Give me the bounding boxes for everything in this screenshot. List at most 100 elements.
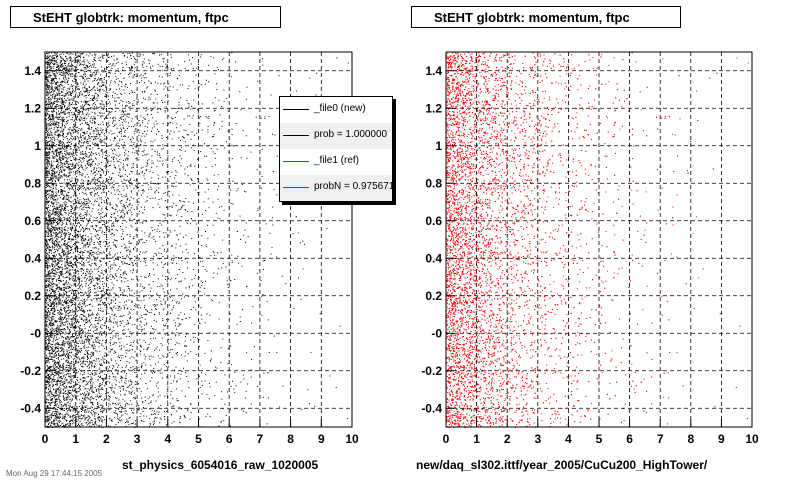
scatter-point — [140, 300, 142, 302]
scatter-point — [63, 237, 65, 239]
scatter-point — [93, 279, 95, 281]
scatter-point — [77, 159, 79, 161]
scatter-point — [112, 91, 114, 93]
scatter-point — [131, 136, 133, 138]
scatter-point — [107, 181, 109, 183]
scatter-point — [117, 62, 119, 64]
scatter-point — [128, 403, 130, 405]
scatter-point — [54, 335, 56, 337]
scatter-point — [77, 379, 78, 381]
scatter-point — [81, 307, 83, 309]
scatter-point — [96, 408, 98, 410]
scatter-point — [58, 219, 60, 221]
scatter-point — [56, 206, 58, 208]
scatter-point — [59, 368, 61, 370]
scatter-point — [64, 404, 66, 406]
scatter-point — [79, 285, 81, 287]
scatter-point — [71, 266, 73, 268]
scatter-point — [161, 148, 163, 150]
scatter-point — [125, 106, 127, 108]
scatter-point — [130, 72, 132, 74]
scatter-point — [120, 378, 122, 379]
scatter-point — [118, 145, 120, 147]
scatter-point — [129, 253, 131, 255]
scatter-point — [100, 299, 102, 301]
scatter-point — [55, 191, 57, 193]
scatter-point — [97, 417, 99, 419]
scatter-point — [108, 351, 110, 353]
scatter-point — [73, 277, 75, 279]
scatter-point — [55, 213, 57, 215]
scatter-point — [60, 56, 62, 58]
scatter-point — [85, 227, 87, 229]
scatter-point — [129, 234, 131, 236]
scatter-point — [201, 235, 203, 237]
scatter-point — [54, 124, 56, 125]
scatter-point — [50, 106, 52, 108]
scatter-point — [148, 120, 150, 122]
scatter-point — [78, 254, 80, 256]
scatter-point — [69, 287, 70, 289]
scatter-point — [115, 404, 117, 406]
scatter-point — [56, 166, 58, 168]
scatter-point — [77, 164, 79, 166]
scatter-point — [193, 306, 195, 308]
scatter-point — [117, 371, 119, 373]
scatter-point — [97, 282, 99, 284]
scatter-point — [46, 241, 48, 243]
scatter-point — [97, 230, 99, 232]
scatter-point — [91, 162, 93, 164]
scatter-point — [230, 202, 232, 204]
scatter-point — [89, 75, 91, 77]
scatter-point — [76, 101, 78, 103]
scatter-point — [59, 365, 61, 367]
scatter-point — [71, 311, 73, 313]
scatter-point — [229, 166, 231, 168]
scatter-point — [66, 264, 68, 266]
scatter-point — [61, 293, 63, 295]
scatter-point — [51, 212, 53, 214]
scatter-point — [99, 342, 101, 344]
scatter-point — [117, 325, 119, 327]
scatter-point — [146, 162, 148, 164]
scatter-point — [125, 193, 127, 195]
scatter-point — [46, 297, 48, 299]
scatter-point — [179, 324, 180, 326]
scatter-point — [60, 376, 62, 378]
scatter-point — [60, 110, 62, 112]
scatter-point — [75, 238, 77, 240]
scatter-point — [140, 351, 142, 352]
scatter-point — [77, 395, 79, 397]
scatter-point — [77, 97, 79, 98]
scatter-point — [64, 200, 66, 202]
scatter-point — [53, 222, 55, 223]
scatter-point — [64, 310, 66, 312]
scatter-point — [65, 175, 67, 177]
scatter-point — [99, 173, 101, 175]
scatter-point — [115, 100, 117, 102]
scatter-point — [51, 103, 53, 105]
scatter-point — [50, 186, 52, 188]
scatter-point — [47, 347, 49, 349]
scatter-point — [52, 301, 54, 303]
scatter-point — [58, 380, 59, 382]
scatter-point — [149, 380, 151, 382]
scatter-point — [131, 383, 132, 385]
scatter-point — [157, 128, 158, 130]
scatter-point — [61, 163, 63, 165]
scatter-point — [83, 386, 85, 388]
scatter-point — [174, 344, 176, 346]
scatter-point — [52, 237, 54, 239]
scatter-point — [128, 392, 130, 394]
scatter-point — [45, 375, 47, 377]
scatter-point — [62, 253, 64, 255]
scatter-point — [45, 187, 47, 189]
scatter-point — [63, 169, 65, 171]
scatter-point — [239, 316, 241, 318]
scatter-point — [104, 202, 105, 204]
scatter-point — [96, 234, 98, 236]
scatter-point — [80, 284, 82, 286]
scatter-point — [53, 318, 55, 320]
scatter-point — [47, 172, 49, 174]
scatter-point — [142, 63, 143, 65]
